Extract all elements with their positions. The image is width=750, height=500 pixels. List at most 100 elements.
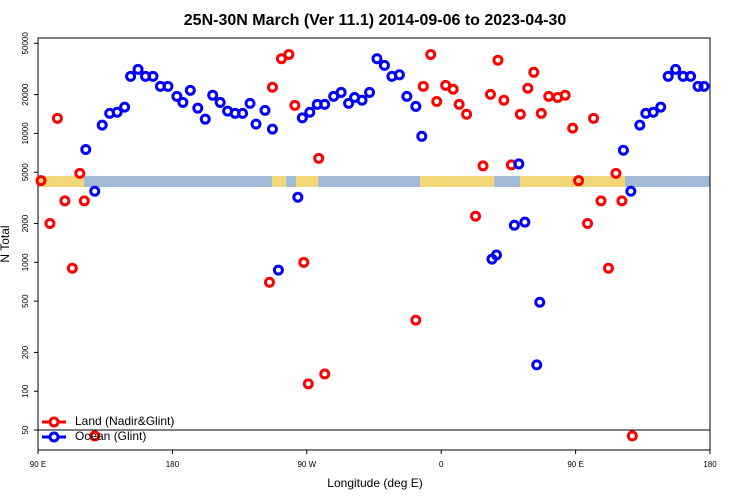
point [410, 314, 422, 326]
x-tick-label: 90 E [30, 460, 46, 469]
point [535, 107, 547, 119]
point [498, 94, 510, 106]
point [89, 430, 101, 442]
chart-title: 25N-30N March (Ver 11.1) 2014-09-06 to 2… [184, 12, 567, 29]
point [508, 219, 520, 231]
land-strip [520, 176, 625, 187]
point [602, 262, 614, 274]
point [655, 101, 667, 113]
point [685, 70, 697, 82]
land-ocean-strip [38, 176, 710, 187]
point [364, 86, 376, 98]
point [461, 108, 473, 120]
point [207, 89, 219, 101]
point [237, 107, 249, 119]
point [74, 167, 86, 179]
point [588, 112, 600, 124]
point [147, 70, 159, 82]
point [319, 368, 331, 380]
y-tick-label: 1000 [21, 253, 30, 271]
point [559, 89, 571, 101]
point [59, 195, 71, 207]
point [313, 152, 325, 164]
y-tick-label: 200 [21, 345, 30, 359]
point [304, 106, 316, 118]
point [670, 63, 682, 75]
point [259, 104, 271, 116]
point [171, 90, 183, 102]
point [371, 53, 383, 65]
x-axis-label: Longitude (deg E) [327, 476, 422, 490]
point [616, 195, 628, 207]
point [447, 83, 459, 95]
y-tick-label: 500 [21, 294, 30, 308]
point [531, 359, 543, 371]
point [692, 80, 704, 92]
point [250, 118, 262, 130]
x-tick-label: 0 [439, 460, 444, 469]
point [35, 175, 47, 187]
point [244, 97, 256, 109]
point [626, 430, 638, 442]
x-tick-label: 180 [166, 460, 180, 469]
point [534, 296, 546, 308]
point [393, 69, 405, 81]
point [513, 158, 525, 170]
x-tick-label: 90 W [297, 460, 316, 469]
y-tick-label: 10000 [21, 122, 30, 145]
point [634, 119, 646, 131]
point [80, 144, 92, 156]
land-strip [272, 176, 286, 187]
point [519, 216, 531, 228]
point [283, 48, 295, 60]
point [335, 86, 347, 98]
point [162, 80, 174, 92]
y-tick-label: 50000 [21, 32, 30, 55]
point [662, 70, 674, 82]
land-strip [420, 176, 494, 187]
point [378, 59, 390, 71]
point [96, 119, 108, 131]
point [514, 108, 526, 120]
y-tick-label: 100 [21, 384, 30, 398]
point [543, 90, 555, 102]
point [263, 276, 275, 288]
point [51, 112, 63, 124]
y-tick-label: 5000 [21, 163, 30, 181]
land-strip [38, 176, 84, 187]
x-tick-label: 180 [703, 460, 717, 469]
point [490, 249, 502, 261]
point [78, 195, 90, 207]
point [492, 54, 504, 66]
point [470, 210, 482, 222]
point [266, 81, 278, 93]
point [617, 144, 629, 156]
point [292, 191, 304, 203]
point [417, 80, 429, 92]
point [610, 167, 622, 179]
point [199, 113, 211, 125]
point [319, 98, 331, 110]
point [266, 123, 278, 135]
point [647, 106, 659, 118]
y-axis-label: N Total [0, 225, 12, 262]
point [132, 63, 144, 75]
point [410, 100, 422, 112]
y-tick-label: 20000 [21, 83, 30, 106]
legend-marker [48, 416, 60, 428]
y-tick-label: 2000 [21, 214, 30, 232]
point [401, 90, 413, 102]
x-tick-label: 90 E [567, 460, 583, 469]
legend-label: Land (Nadir&Glint) [75, 414, 174, 428]
point [567, 122, 579, 134]
point [625, 185, 637, 197]
point [192, 102, 204, 114]
point [298, 256, 310, 268]
point [573, 175, 585, 187]
point [453, 98, 465, 110]
legend-marker [48, 431, 60, 443]
point [484, 88, 496, 100]
point [44, 218, 56, 230]
